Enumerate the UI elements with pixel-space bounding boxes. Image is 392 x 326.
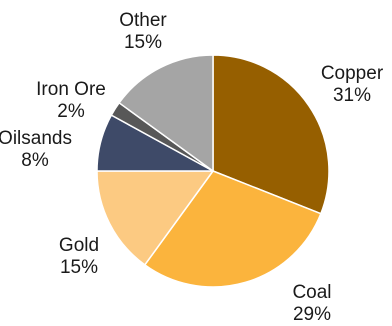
pie-slice-copper [212,54,330,215]
slice-label-coal: Coal 29% [292,282,331,325]
pie-slice-coal [144,170,322,288]
slice-label-copper: Copper 31% [321,63,384,106]
pie-slice-gold [96,170,214,266]
pie-slice-other [118,54,214,172]
slice-label-gold: Gold 15% [59,235,99,278]
slice-label-other: Other 15% [119,10,167,53]
slice-labels: Copper 31% Coal 29% Gold 15% Oilsands 8% Iron Or… [0,10,384,325]
pie-slices [96,54,330,288]
slice-label-iron-ore: Iron Ore 2% [36,79,106,122]
slice-label-oilsands: Oilsands 8% [0,128,72,171]
